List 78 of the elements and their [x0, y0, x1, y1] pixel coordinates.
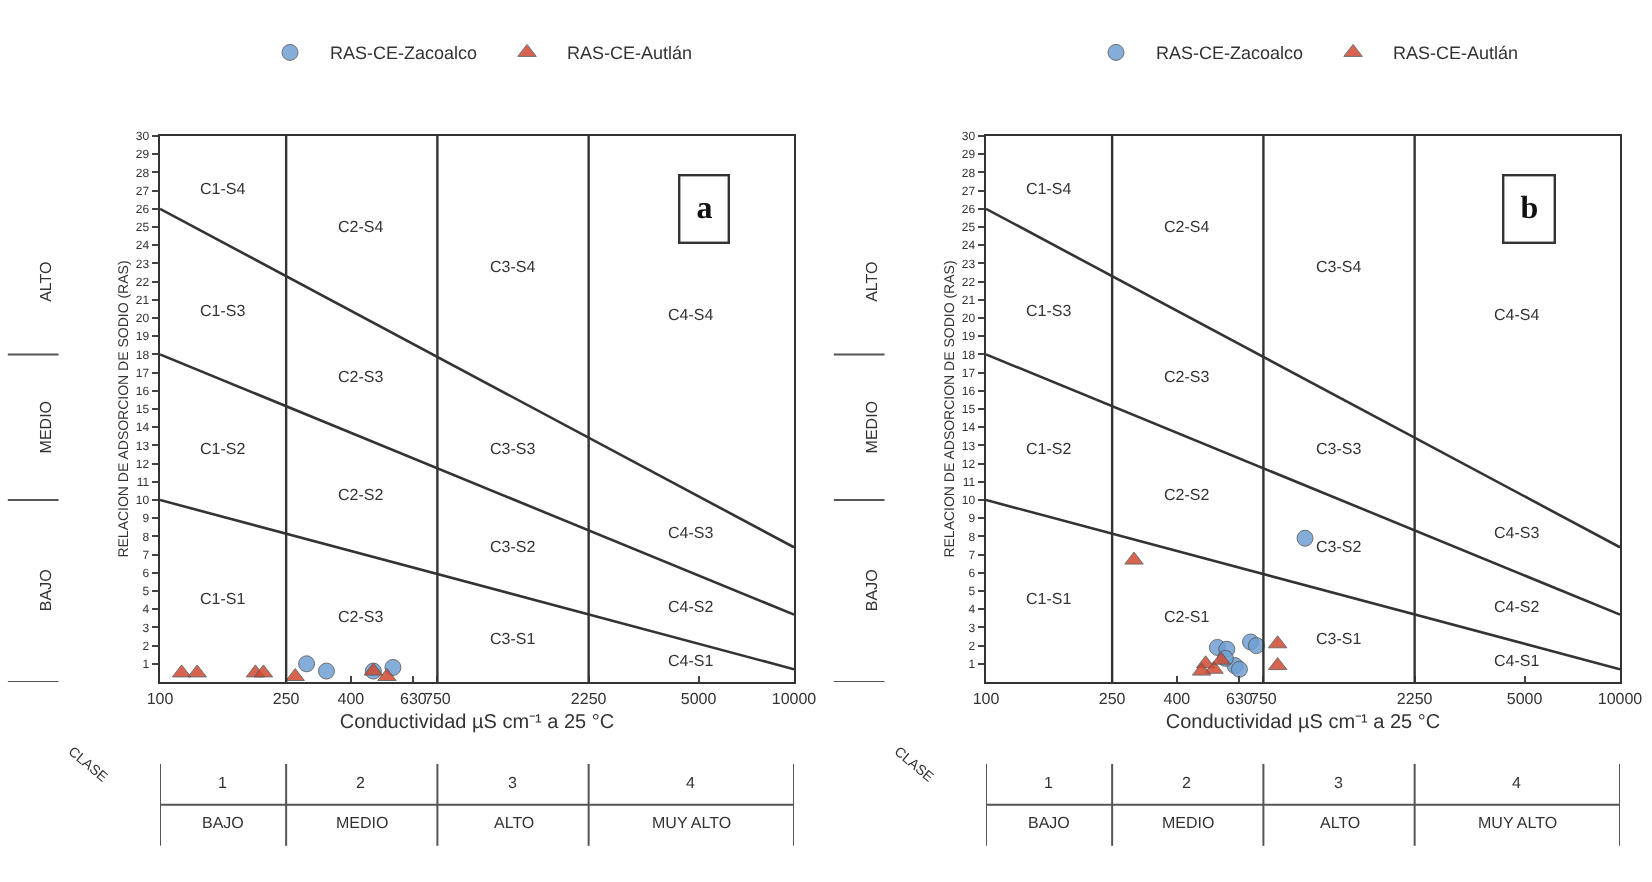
annotation: C2-S3 [338, 608, 385, 626]
x-tick-label: 100 [146, 689, 175, 708]
text: ALTO [494, 814, 535, 832]
annotation: C2-S2 [1164, 486, 1211, 504]
annotation: C4-S4 [668, 306, 715, 324]
annotation: C2-S3 [1164, 368, 1211, 386]
text: 1 [218, 774, 228, 792]
text: 3 [1334, 774, 1344, 792]
text: MEDIO [1162, 814, 1215, 832]
x-tick-label: 10000 [771, 689, 818, 708]
text: 1 [1044, 774, 1054, 792]
annotation: C4-S2 [1494, 598, 1541, 616]
text: 4 [686, 774, 696, 792]
annotation: C2-S4 [338, 218, 385, 236]
x-axis-title: Conductividad µS cm⁻¹ a 25 °C [339, 712, 615, 735]
text: 3 [508, 774, 518, 792]
annotation: C1-S3 [200, 302, 247, 320]
x-tick-label: 750 [1250, 689, 1278, 708]
text: MEDIO [37, 400, 55, 454]
x-tick-label: 2250 [1396, 689, 1434, 708]
annotation: C1-S4 [1026, 180, 1073, 198]
annotation: C1-S1 [200, 590, 247, 608]
annotation: C3-S2 [490, 538, 537, 556]
x-tick-label: 5000 [1506, 689, 1544, 708]
annotation: C4-S2 [668, 598, 715, 616]
legend-label: RAS-CE-Zacoalco [1156, 43, 1304, 64]
text: BAJO [1028, 814, 1070, 832]
text: MEDIO [863, 400, 881, 454]
text: 4 [1512, 774, 1522, 792]
text: MUY ALTO [652, 814, 732, 832]
annotation: C4-S1 [668, 652, 715, 670]
annotation: C2-S2 [338, 486, 385, 504]
x-axis-title: Conductividad µS cm⁻¹ a 25 °C [1165, 712, 1441, 735]
legend-label: RAS-CE-Autlán [567, 43, 693, 64]
x-tick-label: 630 [1226, 689, 1254, 708]
x-tick-label: 2250 [570, 689, 608, 708]
annotation: C3-S3 [490, 440, 537, 458]
annotation: C1-S3 [1026, 302, 1073, 320]
x-tick-label: 10000 [1597, 689, 1644, 708]
x-tick-label: 5000 [680, 689, 718, 708]
annotation: C1-S4 [200, 180, 247, 198]
x-tick-label: 400 [1163, 689, 1192, 708]
x-tick-label: 100 [972, 689, 1001, 708]
legend-label: RAS-CE-Autlán [1393, 43, 1519, 64]
x-tick-label: 250 [1098, 689, 1127, 708]
text: BAJO [863, 569, 882, 612]
text: ALTO [36, 261, 55, 302]
annotation: C2-S1 [1164, 608, 1211, 626]
annotation: C2-S4 [1164, 218, 1211, 236]
text: 2 [1182, 774, 1192, 792]
x-tick-label: 750 [424, 689, 452, 708]
x-tick-label: 250 [272, 689, 301, 708]
annotation: C1-S2 [1026, 440, 1073, 458]
annotation: C3-S2 [1316, 538, 1363, 556]
x-tick-label: 400 [337, 689, 366, 708]
legend-label: RAS-CE-Zacoalco [330, 43, 478, 64]
text: 2 [356, 774, 366, 792]
annotation: C3-S1 [490, 630, 537, 648]
annotation: C4-S1 [1494, 652, 1541, 670]
annotation: C2-S3 [338, 368, 385, 386]
annotation: C4-S3 [1494, 524, 1541, 542]
annotation: C3-S4 [490, 258, 537, 276]
annotation: C1-S1 [1026, 590, 1073, 608]
text: MEDIO [336, 814, 389, 832]
text: MUY ALTO [1478, 814, 1558, 832]
annotation: C3-S4 [1316, 258, 1363, 276]
x-tick-label: 630 [400, 689, 428, 708]
annotation: C4-S3 [668, 524, 715, 542]
annotation: b [1520, 192, 1539, 227]
text: ALTO [862, 261, 881, 302]
text: ALTO [1320, 814, 1361, 832]
text: BAJO [202, 814, 244, 832]
annotation: C3-S3 [1316, 440, 1363, 458]
annotation: C4-S4 [1494, 306, 1541, 324]
annotation: C3-S1 [1316, 630, 1363, 648]
text: BAJO [37, 569, 56, 612]
annotation: a [696, 192, 713, 227]
annotation: C1-S2 [200, 440, 247, 458]
